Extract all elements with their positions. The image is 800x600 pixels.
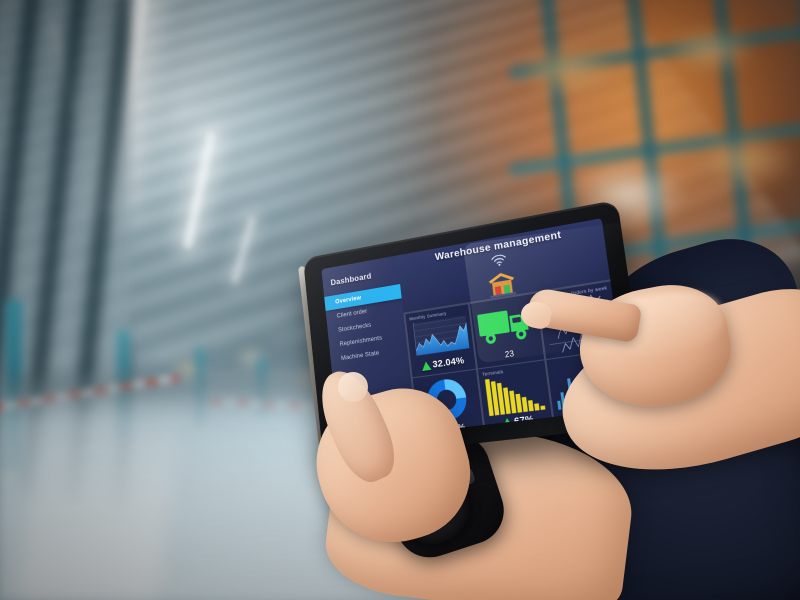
metric-value: 23 <box>504 348 515 360</box>
area-chart <box>410 314 471 362</box>
truck-visual <box>474 297 539 352</box>
tablet-device[interactable]: Dashboard Overview Client order Stockche… <box>298 199 650 461</box>
card-monthly-summary[interactable]: Monthly Summary <box>405 304 477 378</box>
truck-icon <box>474 297 539 352</box>
bar-chart-yellow <box>483 370 548 418</box>
card-deliveries[interactable]: 23 <box>469 293 545 369</box>
dashboard-card-grid: Monthly Summary <box>403 279 629 442</box>
dashboard-main: Warehouse management <box>396 218 629 442</box>
triangle-up-icon <box>420 360 432 371</box>
warehouse-icon <box>485 268 518 304</box>
dashboard-header: Warehouse management <box>396 218 611 314</box>
tablet-screen[interactable]: Dashboard Overview Client order Stockche… <box>321 218 629 442</box>
